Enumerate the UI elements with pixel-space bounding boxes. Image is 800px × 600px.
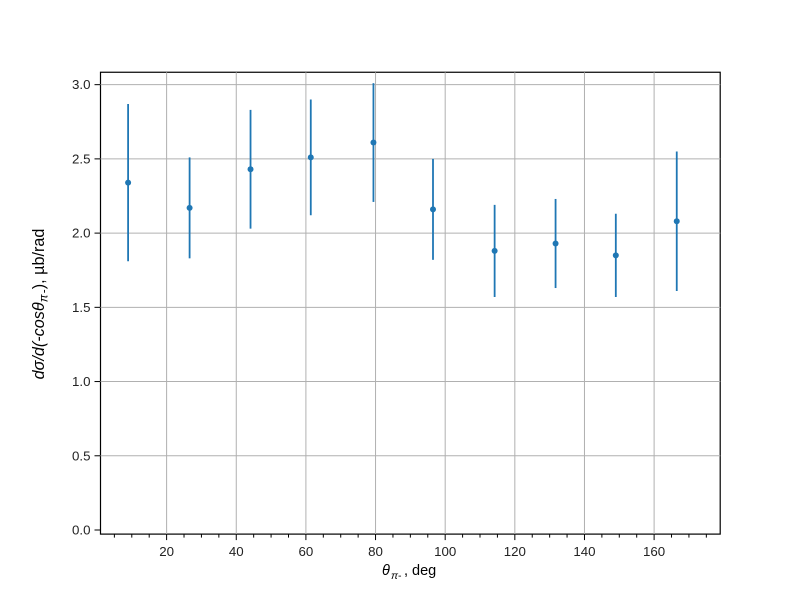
svg-text:θ: θ (382, 563, 390, 579)
svg-text:π: π (37, 293, 50, 302)
svg-text:2.0: 2.0 (72, 226, 91, 241)
svg-text:2.5: 2.5 (72, 151, 91, 166)
svg-text:), µb/rad: ), µb/rad (30, 229, 48, 290)
svg-text:-: - (398, 570, 402, 582)
svg-text:160: 160 (643, 544, 665, 559)
svg-text:140: 140 (573, 544, 595, 559)
svg-text:0.5: 0.5 (72, 448, 91, 463)
svg-text:60: 60 (299, 544, 314, 559)
svg-text:dσ/d(-cosθ: dσ/d(-cosθ (30, 302, 48, 379)
svg-text:20: 20 (159, 544, 174, 559)
svg-text:0.0: 0.0 (72, 523, 91, 538)
svg-text:80: 80 (368, 544, 383, 559)
svg-text:1.5: 1.5 (72, 300, 91, 315)
svg-text:, deg: , deg (404, 563, 436, 579)
svg-text:100: 100 (434, 544, 456, 559)
svg-text:1.0: 1.0 (72, 374, 91, 389)
svg-text:40: 40 (229, 544, 244, 559)
svg-text:3.0: 3.0 (72, 77, 91, 92)
svg-text:120: 120 (504, 544, 526, 559)
